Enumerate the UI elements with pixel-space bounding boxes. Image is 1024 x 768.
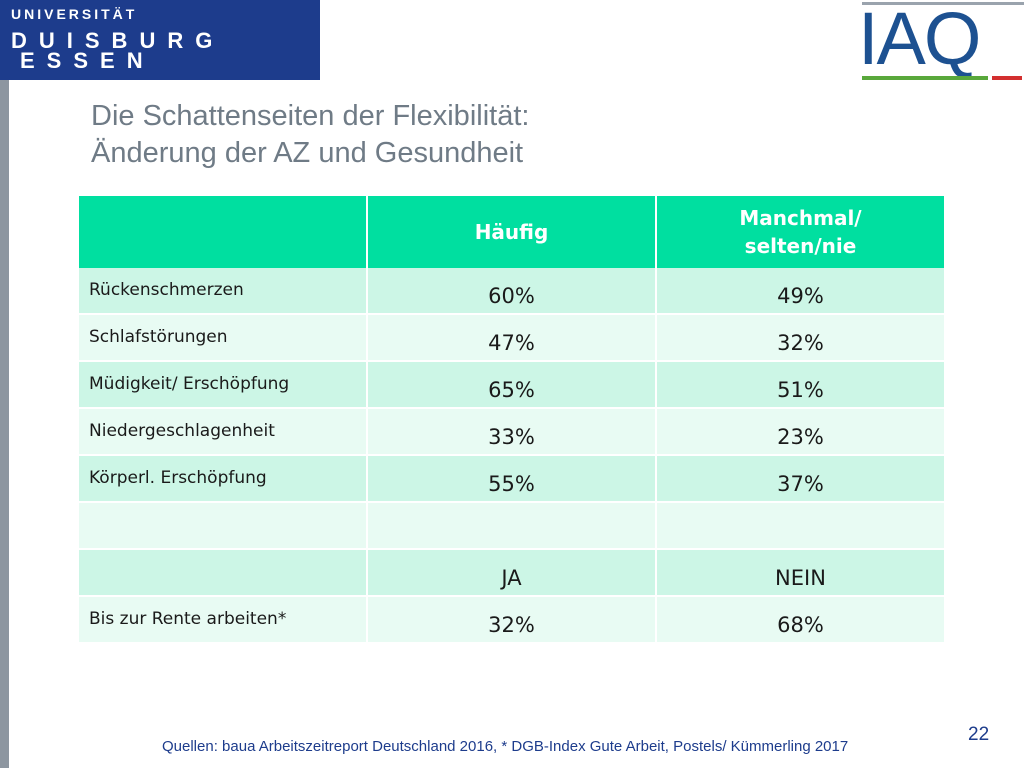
value-manchmal: 23% — [657, 409, 944, 456]
row-label: Schlafstörungen — [79, 315, 366, 362]
header-cell-empty — [79, 196, 366, 268]
value-haeufig: 33% — [368, 409, 655, 456]
slide-title: Die Schattenseiten der Flexibilität: Änd… — [91, 98, 791, 172]
slide-title-line-2: Änderung der AZ und Gesundheit — [91, 137, 524, 169]
header-cell-haeufig: Häufig — [368, 196, 655, 268]
table-row: Müdigkeit/ Erschöpfung 65% 51% — [79, 362, 944, 409]
left-accent-bar — [0, 80, 9, 768]
value-haeufig: 55% — [368, 456, 655, 503]
iaq-logo-underline-green — [862, 76, 988, 80]
row-label: Niedergeschlagenheit — [79, 409, 366, 456]
source-footnote: Quellen: baua Arbeitszeitreport Deutschl… — [162, 738, 849, 755]
table-row: Niedergeschlagenheit 33% 23% — [79, 409, 944, 456]
logo-line-1: UNIVERSITÄT — [11, 6, 138, 22]
value-manchmal: 37% — [657, 456, 944, 503]
logo-line-2: DUISBURG — [11, 28, 225, 53]
value-manchmal — [657, 503, 944, 550]
iaq-logo-topline — [862, 2, 1024, 5]
value-haeufig: 32% — [368, 597, 655, 644]
university-logo: UNIVERSITÄT DUISBURG ESSEN — [0, 0, 320, 80]
value-manchmal: 32% — [657, 315, 944, 362]
table-row: Rückenschmerzen 60% 49% — [79, 268, 944, 315]
row-label — [79, 503, 366, 550]
table-row — [79, 503, 944, 550]
iaq-logo-text: IAQ — [858, 0, 981, 80]
value-haeufig — [368, 503, 655, 550]
table-row: JA NEIN — [79, 550, 944, 597]
row-label: Rückenschmerzen — [79, 268, 366, 315]
value-haeufig: 65% — [368, 362, 655, 409]
slide-title-line-1: Die Schattenseiten der Flexibilität: — [91, 100, 530, 132]
table-row: Schlafstörungen 47% 32% — [79, 315, 944, 362]
header-cell-manchmal: Manchmal/ selten/nie — [657, 196, 944, 268]
health-table: Häufig Manchmal/ selten/nie Rückenschmer… — [77, 196, 946, 644]
value-nein: NEIN — [657, 550, 944, 597]
value-ja: JA — [368, 550, 655, 597]
value-manchmal: 49% — [657, 268, 944, 315]
value-manchmal: 51% — [657, 362, 944, 409]
iaq-logo: IAQ — [856, 0, 1024, 82]
table-row: Körperl. Erschöpfung 55% 37% — [79, 456, 944, 503]
row-label — [79, 550, 366, 597]
value-haeufig: 60% — [368, 268, 655, 315]
table-header-row: Häufig Manchmal/ selten/nie — [79, 196, 944, 268]
iaq-logo-underline-red — [992, 76, 1022, 80]
row-label: Bis zur Rente arbeiten* — [79, 597, 366, 644]
page-number: 22 — [968, 724, 990, 745]
value-manchmal: 68% — [657, 597, 944, 644]
row-label: Müdigkeit/ Erschöpfung — [79, 362, 366, 409]
value-haeufig: 47% — [368, 315, 655, 362]
logo-line-3: ESSEN — [20, 48, 155, 73]
table-row: Bis zur Rente arbeiten* 32% 68% — [79, 597, 944, 644]
row-label: Körperl. Erschöpfung — [79, 456, 366, 503]
